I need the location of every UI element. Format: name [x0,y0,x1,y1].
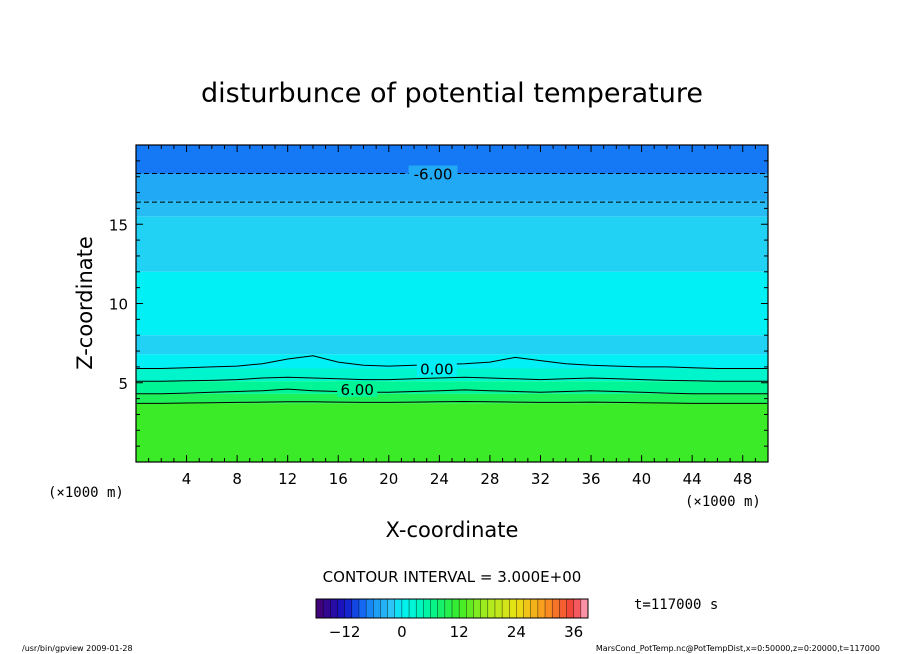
colorbar-cell [387,599,396,618]
contour-label-bg-0 [408,165,458,182]
colorbar-cell [437,599,446,618]
x-tick-label-9: 40 [632,470,651,488]
contour-label-0: -6.00 [414,166,453,184]
colorbar-cell [559,599,567,618]
chart-title: disturbunce of potential temperature [201,78,703,109]
contour-fill-bands [136,145,768,462]
x-axis-label: X-coordinate [386,518,519,542]
contour-line-1 [136,400,768,404]
colorbar-cell [380,599,388,618]
footer-source: MarsCond_PotTemp.nc@PotTempDist,x=0:5000… [596,644,880,653]
x-tick-label-11: 48 [733,470,752,488]
colorbar-cell [344,599,353,618]
x-tick-label-1: 8 [232,470,242,488]
colorbar-cell [416,599,424,618]
colorbar-tick-label-1: 0 [397,623,407,641]
x-tick-label-8: 36 [581,470,600,488]
colorbar-cell [430,599,438,618]
colorbar-cell [573,599,582,618]
colorbar-cell [537,599,546,618]
colorbar-tick-label-4: 36 [564,623,583,641]
colorbar-cell [516,599,524,618]
colorbar-cell [423,599,431,618]
x-tick-label-5: 24 [430,470,449,488]
colorbar-cell [566,599,574,618]
contour-band-5 [136,335,768,355]
contour-band-2 [136,381,768,394]
contour-labels: -6.00 0.00 6.00 [337,165,458,399]
colorbar-cell [473,599,481,618]
x-axis-ticks: 4 8 12 16 20 24 28 32 36 40 44 48 [148,145,756,488]
colorbar-cell [366,599,374,618]
colorbar-cell [494,599,503,618]
contour-label-1: 0.00 [420,360,453,378]
colorbar-cell [323,599,331,618]
x-tick-label-6: 28 [480,470,499,488]
contour-band-1 [136,393,768,404]
contour-band-6 [136,271,768,336]
colorbar-cell [502,599,510,618]
colorbar [315,598,589,619]
colorbar-frame [315,598,589,619]
colorbar-cell [487,599,496,618]
colorbar-cell [552,599,560,618]
colorbar-cell [444,599,453,618]
colorbar-cell [409,599,417,618]
contour-band-7 [136,216,768,272]
colorbar-cell [480,599,489,618]
colorbar-cell [523,599,532,618]
footer-program: /usr/bin/gpview 2009-01-28 [22,644,133,653]
colorbar-cell [459,599,467,618]
colorbar-cell [401,599,410,618]
colorbar-cell [373,599,381,618]
colorbar-tick-label-0: −12 [329,623,361,641]
y-axis-ticks: 5 10 15 [109,160,768,447]
x-tick-label-4: 20 [379,470,398,488]
colorbar-cell [466,599,474,618]
colorbar-tick-label-3: 24 [507,623,526,641]
contour-band-8 [136,200,768,217]
contour-interval-label: CONTOUR INTERVAL = 3.000E+00 [323,568,582,586]
contour-label-bg-1 [416,360,457,377]
x-unit-left: (×1000 m) [48,485,124,501]
x-tick-label-7: 32 [531,470,550,488]
time-label: t=117000 s [634,597,718,613]
colorbar-cell [358,599,367,618]
colorbar-cell [580,599,589,618]
x-tick-label-0: 4 [182,470,192,488]
x-tick-label-10: 44 [683,470,702,488]
colorbar-cell [530,599,539,618]
x-tick-label-3: 16 [329,470,348,488]
colorbar-cell [351,599,360,618]
colorbar-tick-label-2: 12 [450,623,469,641]
y-tick-label-1: 10 [109,296,128,314]
y-tick-label-2: 15 [109,216,128,234]
x-tick-label-2: 12 [278,470,297,488]
colorbar-cell [545,599,553,618]
contour-line-0 [136,388,768,395]
colorbar-cell [394,599,403,618]
y-axis-label: Z-coordinate [73,236,97,370]
y-tick-label-0: 5 [118,375,128,393]
contour-label-2: 6.00 [340,381,373,399]
colorbar-cell [452,599,460,618]
contour-band-0 [136,403,768,462]
contour-line-2 [136,376,768,382]
contour-label-bg-2 [337,381,378,398]
x-unit-right: (×1000 m) [685,494,761,510]
colorbar-cell [337,599,345,618]
colorbar-cell [330,599,338,618]
colorbar-ticks: −12 0 12 24 36 [329,623,583,641]
colorbar-cell [509,599,517,618]
colorbar-cell [316,599,324,618]
